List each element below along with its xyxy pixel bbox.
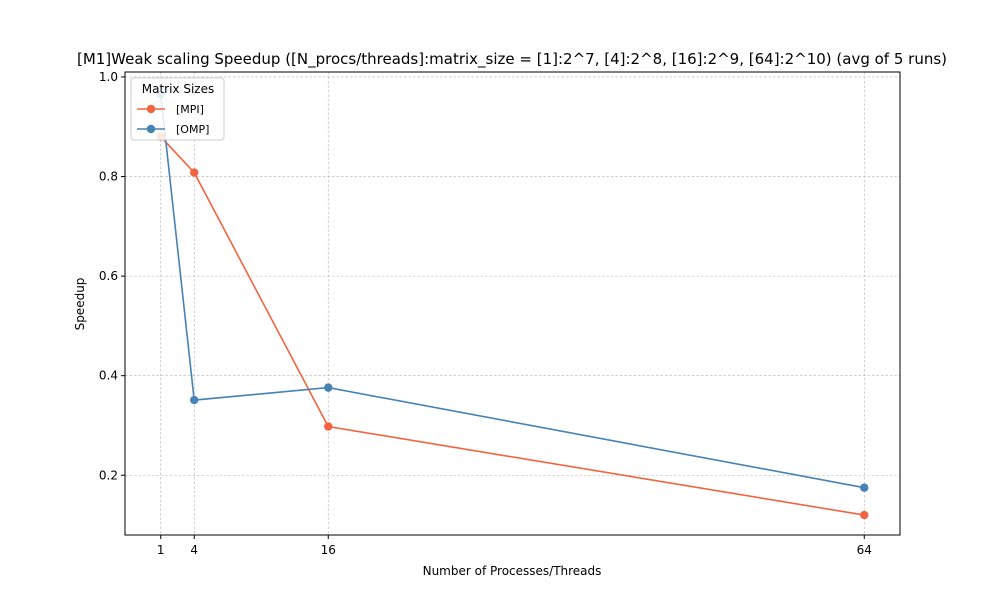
- x-ticks: 1 4 16 64: [157, 535, 872, 557]
- x-tick-label: 1: [157, 543, 165, 557]
- legend-label-mpi: [MPI]: [176, 103, 204, 116]
- legend-label-omp: [OMP]: [176, 123, 209, 136]
- data-point-mpi: [324, 422, 333, 431]
- grid: [125, 72, 900, 535]
- y-tick-label: 0.6: [99, 269, 118, 283]
- chart-title: [M1]Weak scaling Speedup ([N_procs/threa…: [77, 50, 947, 69]
- x-tick-label: 4: [190, 543, 198, 557]
- series-group: [156, 90, 869, 520]
- y-tick-label: 0.4: [99, 369, 118, 383]
- legend: Matrix Sizes [MPI] [OMP]: [130, 77, 225, 141]
- data-point-omp: [190, 395, 199, 405]
- y-tick-label: 0.2: [99, 468, 118, 482]
- data-point-omp: [860, 483, 869, 492]
- series-line-mpi: [160, 136, 865, 516]
- series-line-omp: [159, 94, 865, 489]
- legend-title: Matrix Sizes: [142, 82, 214, 96]
- data-point-mpi: [860, 510, 869, 520]
- legend-marker-omp: [146, 124, 156, 134]
- x-tick-label: 64: [857, 543, 872, 557]
- y-axis-label: Speedup: [73, 278, 87, 331]
- legend-items: [MPI] [OMP]: [137, 103, 209, 136]
- data-point-mpi: [190, 168, 199, 177]
- legend-box: [130, 77, 225, 141]
- plot-frame: [124, 71, 901, 536]
- x-tick-label: 16: [321, 543, 336, 557]
- y-tick-label: 0.8: [99, 170, 118, 184]
- y-ticks: 0.2 0.4 0.6 0.8 1.0: [99, 70, 125, 482]
- y-tick-label: 1.0: [99, 70, 118, 84]
- data-point-omp: [324, 383, 333, 392]
- x-axis-label: Number of Processes/Threads: [423, 564, 602, 578]
- legend-marker-mpi: [146, 104, 156, 114]
